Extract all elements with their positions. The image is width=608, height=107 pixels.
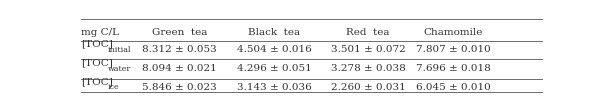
Text: 7.696 ± 0.018: 7.696 ± 0.018 [416,64,490,73]
Text: 3.143 ± 0.036: 3.143 ± 0.036 [237,83,311,92]
Text: 7.807 ± 0.010: 7.807 ± 0.010 [416,45,490,54]
Text: 4.504 ± 0.016: 4.504 ± 0.016 [237,45,311,54]
Text: [TOC]: [TOC] [81,59,112,68]
Text: 3.501 ± 0.072: 3.501 ± 0.072 [331,45,406,54]
Text: Chamomile: Chamomile [423,28,483,37]
Text: 8.312 ± 0.053: 8.312 ± 0.053 [142,45,217,54]
Text: initial: initial [108,46,131,54]
Text: 6.045 ± 0.010: 6.045 ± 0.010 [416,83,490,92]
Text: 5.846 ± 0.023: 5.846 ± 0.023 [142,83,217,92]
Text: 3.278 ± 0.038: 3.278 ± 0.038 [331,64,406,73]
Text: Green  tea: Green tea [152,28,207,37]
Text: Black  tea: Black tea [248,28,300,37]
Text: 2.260 ± 0.031: 2.260 ± 0.031 [331,83,406,92]
Text: 4.296 ± 0.051: 4.296 ± 0.051 [237,64,311,73]
Text: water: water [108,65,131,73]
Text: Red  tea: Red tea [347,28,390,37]
Text: [TOC]: [TOC] [81,77,112,87]
Text: ice: ice [108,83,119,91]
Text: [TOC]: [TOC] [81,40,112,49]
Text: mg C/L: mg C/L [81,28,119,37]
Text: 8.094 ± 0.021: 8.094 ± 0.021 [142,64,217,73]
